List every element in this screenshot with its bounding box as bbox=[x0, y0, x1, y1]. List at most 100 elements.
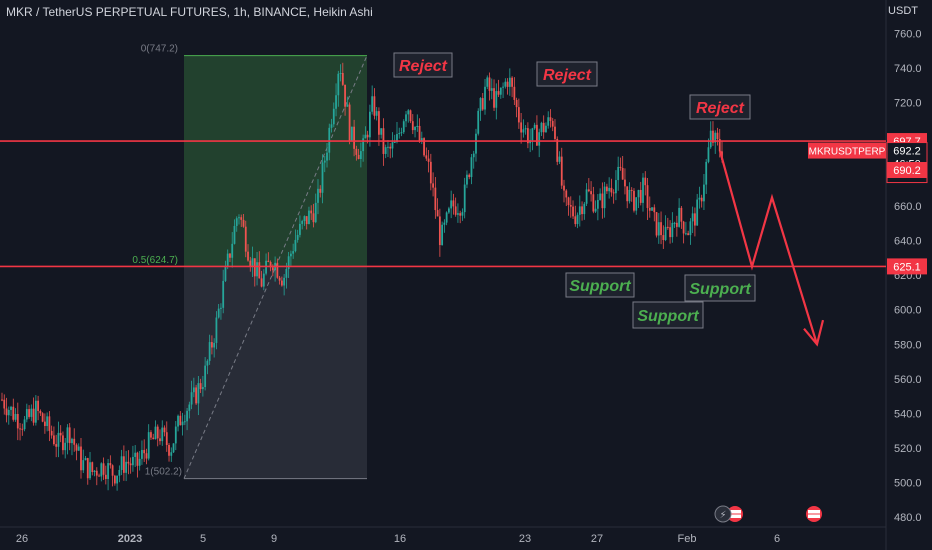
candle-body bbox=[116, 475, 119, 484]
candle-body bbox=[400, 132, 403, 134]
candle-body bbox=[62, 435, 64, 451]
candle-body bbox=[16, 413, 19, 429]
candle-body bbox=[80, 446, 82, 471]
candle-body bbox=[143, 449, 146, 454]
candle-body bbox=[457, 213, 459, 215]
candle-body bbox=[461, 212, 464, 216]
candle-body bbox=[28, 409, 30, 417]
x-tick-label: 6 bbox=[774, 533, 780, 545]
candle-body bbox=[642, 177, 644, 203]
candle-body bbox=[233, 225, 236, 244]
candle-body bbox=[396, 134, 398, 142]
candle-body bbox=[161, 427, 164, 442]
candle-body bbox=[447, 208, 450, 213]
candle-body bbox=[567, 197, 570, 206]
candle-body bbox=[635, 197, 638, 211]
candle-body bbox=[637, 189, 640, 198]
candle-body bbox=[698, 197, 701, 200]
candle-body bbox=[490, 88, 493, 91]
reject-label: Reject bbox=[543, 67, 592, 84]
candle-body bbox=[68, 427, 71, 444]
candle-body bbox=[247, 251, 249, 261]
candle-body bbox=[425, 155, 428, 159]
candle-body bbox=[321, 162, 324, 193]
candle-body bbox=[648, 207, 651, 211]
candle-body bbox=[689, 221, 692, 236]
candle-body bbox=[612, 192, 615, 194]
candle-body bbox=[499, 87, 502, 95]
candle-body bbox=[120, 456, 123, 470]
candle-body bbox=[581, 206, 583, 215]
candle-body bbox=[560, 156, 563, 186]
candle-body bbox=[574, 216, 577, 225]
candle-body bbox=[594, 208, 597, 212]
support-label-box bbox=[565, 272, 635, 298]
candle-body bbox=[475, 133, 477, 154]
candle-body bbox=[639, 189, 642, 203]
candle-body bbox=[53, 435, 55, 445]
candle-body bbox=[520, 122, 523, 133]
candle-body bbox=[497, 91, 500, 95]
support-label-box bbox=[632, 301, 704, 329]
candle-body bbox=[522, 129, 525, 133]
candle-body bbox=[624, 179, 626, 187]
candle-body bbox=[714, 132, 717, 143]
candle-body bbox=[680, 207, 683, 222]
candle-body bbox=[409, 110, 412, 122]
candle-body bbox=[694, 213, 696, 226]
candle-body bbox=[337, 73, 340, 96]
candle-body bbox=[208, 342, 211, 361]
candle-body bbox=[368, 111, 371, 138]
candle-body bbox=[350, 126, 353, 141]
candle-body bbox=[391, 142, 394, 149]
candle-body bbox=[258, 262, 261, 279]
candle-body bbox=[378, 111, 380, 135]
candle-body bbox=[77, 446, 80, 451]
candle-body bbox=[100, 463, 103, 477]
candle-body bbox=[278, 277, 281, 281]
candle-body bbox=[34, 400, 37, 423]
candle-body bbox=[380, 128, 383, 135]
candle-body bbox=[669, 227, 671, 238]
candle-body bbox=[1, 399, 3, 401]
lightning-icon: ⚡ bbox=[719, 510, 726, 521]
candle-body bbox=[181, 421, 184, 426]
candle-body bbox=[691, 213, 694, 222]
candle-body bbox=[211, 342, 213, 348]
candle-body bbox=[666, 226, 669, 228]
candle-body bbox=[411, 121, 414, 131]
candle-body bbox=[585, 189, 588, 204]
candle-body bbox=[454, 206, 457, 215]
y-tick-label: 540.0 bbox=[894, 408, 922, 420]
candle-body bbox=[463, 184, 466, 213]
candle-body bbox=[217, 308, 220, 318]
candle-body bbox=[402, 121, 405, 133]
candle-body bbox=[364, 134, 367, 139]
candle-body bbox=[226, 253, 229, 267]
candle-body bbox=[502, 86, 504, 88]
candle-body bbox=[260, 278, 263, 287]
candle-body bbox=[452, 200, 455, 207]
price-level-label: 625.1 bbox=[893, 261, 921, 273]
candle-body bbox=[524, 128, 527, 130]
candle-body bbox=[82, 460, 85, 471]
candle-body bbox=[84, 458, 87, 461]
candle-body bbox=[470, 157, 473, 178]
candle-body bbox=[98, 475, 100, 477]
candle-body bbox=[136, 452, 139, 466]
candle-body bbox=[285, 269, 288, 278]
candle-body bbox=[122, 456, 125, 473]
candle-body bbox=[515, 99, 518, 108]
candle-body bbox=[186, 410, 188, 422]
reject-label: Reject bbox=[696, 100, 745, 117]
current-price-label: 692.2 bbox=[893, 146, 921, 158]
candle-body bbox=[39, 411, 42, 414]
candle-body bbox=[533, 124, 536, 129]
candle-body bbox=[587, 189, 590, 192]
candle-body bbox=[709, 130, 712, 148]
candle-body bbox=[531, 128, 534, 141]
candle-body bbox=[657, 222, 660, 236]
candle-body bbox=[319, 188, 322, 193]
candle-body bbox=[163, 427, 166, 433]
